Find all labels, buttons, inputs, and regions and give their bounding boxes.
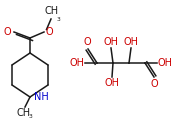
Text: OH: OH bbox=[103, 37, 118, 47]
Text: OH: OH bbox=[123, 37, 138, 47]
Text: 3: 3 bbox=[29, 114, 32, 119]
Text: OH: OH bbox=[104, 78, 119, 88]
Text: O: O bbox=[150, 79, 158, 89]
Text: OH: OH bbox=[69, 58, 84, 68]
Text: O: O bbox=[45, 27, 53, 37]
Text: CH: CH bbox=[45, 6, 59, 16]
Text: CH: CH bbox=[17, 108, 31, 118]
Text: OH: OH bbox=[158, 58, 173, 68]
Text: O: O bbox=[83, 37, 91, 47]
Text: NH: NH bbox=[34, 92, 49, 102]
Text: 3: 3 bbox=[57, 16, 61, 21]
Text: O: O bbox=[3, 27, 11, 37]
